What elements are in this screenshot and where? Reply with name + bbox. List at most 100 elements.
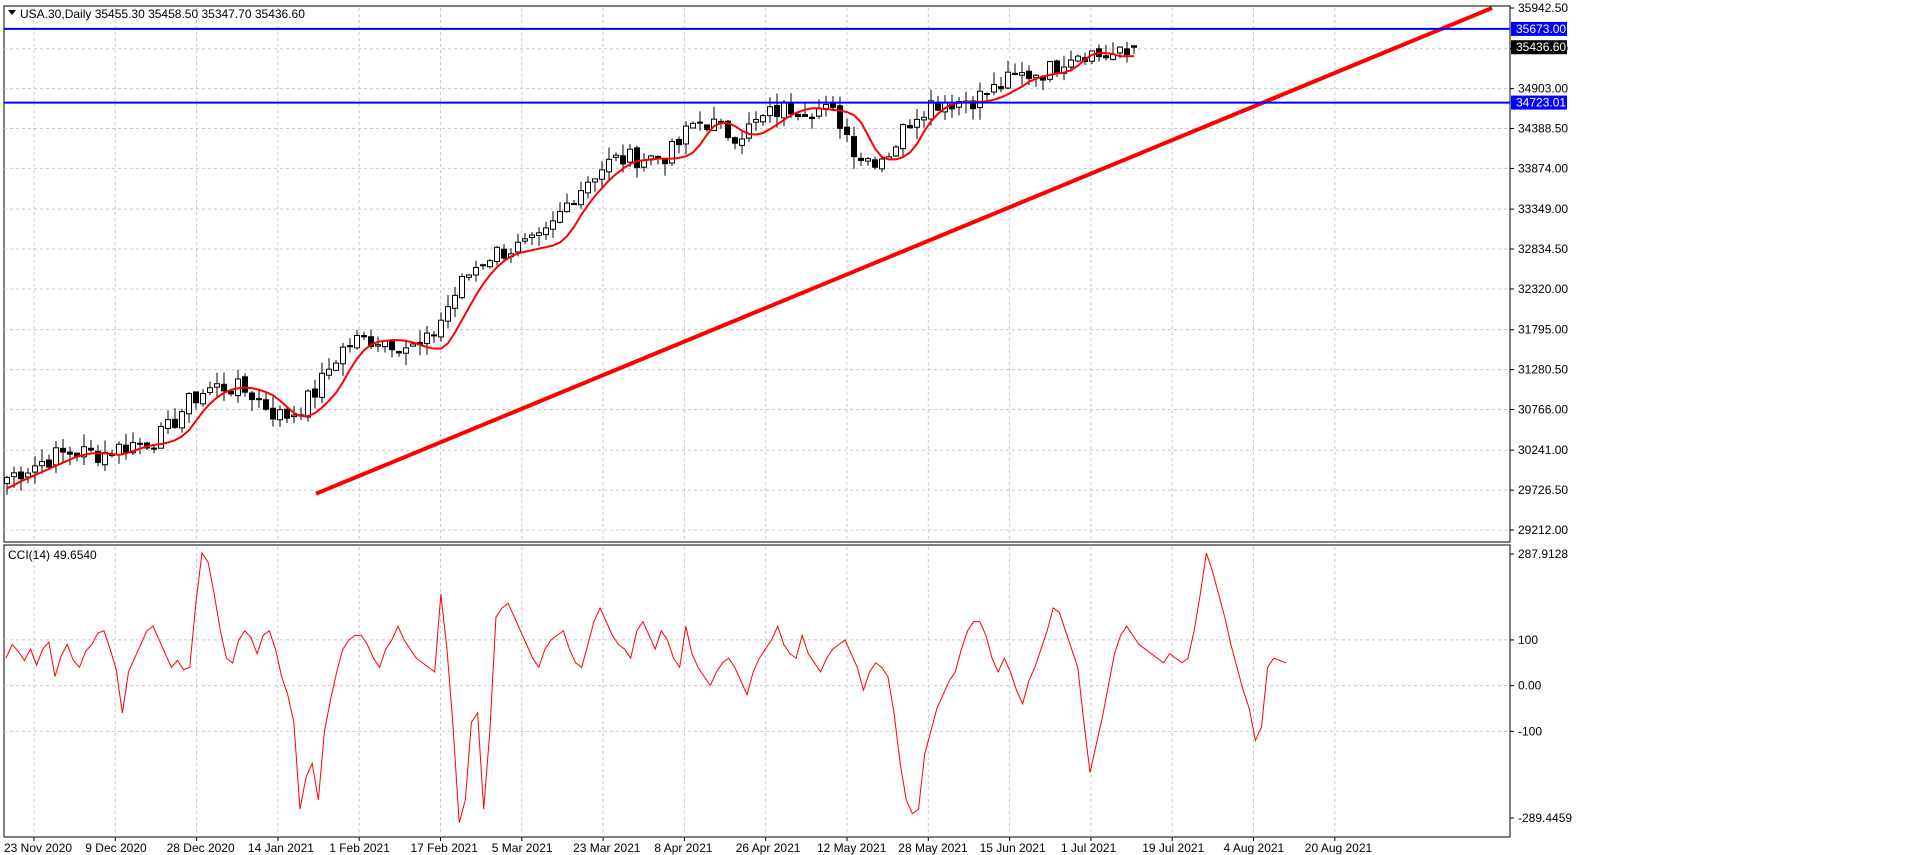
price-tick-label: 33874.00 xyxy=(1518,161,1568,175)
candle-body xyxy=(613,154,619,158)
candle-body xyxy=(410,343,416,347)
candle-body xyxy=(515,241,521,253)
price-tick-label: 31795.00 xyxy=(1518,323,1568,337)
candle-body xyxy=(739,138,745,146)
candle-body xyxy=(606,158,612,173)
candle-body xyxy=(1012,72,1018,75)
price-tick-label: 31280.50 xyxy=(1518,363,1568,377)
price-tick-label: 30766.00 xyxy=(1518,402,1568,416)
candle-body xyxy=(781,101,787,119)
candle-body xyxy=(67,451,73,455)
candle-body xyxy=(522,238,528,242)
candle-body xyxy=(494,246,500,262)
candle-body xyxy=(207,387,213,393)
candle-body xyxy=(550,220,556,230)
candle-body xyxy=(732,137,738,144)
price-tick-label: 29726.50 xyxy=(1518,483,1568,497)
chart-header: USA.30,Daily 35455.30 35458.50 35347.70 … xyxy=(20,7,305,21)
time-tick-label: 19 Jul 2021 xyxy=(1142,841,1204,855)
candle-body xyxy=(214,383,220,388)
candle-body xyxy=(984,93,990,96)
time-tick-label: 14 Jan 2021 xyxy=(248,841,314,855)
candle-body xyxy=(592,178,598,183)
candle-body xyxy=(88,447,94,451)
candle-body xyxy=(837,105,843,129)
time-tick-label: 20 Aug 2021 xyxy=(1305,841,1373,855)
price-tick-label: 30241.00 xyxy=(1518,443,1568,457)
candle-body xyxy=(284,408,290,419)
candle-body xyxy=(1026,70,1032,80)
candle-body xyxy=(333,362,339,371)
candle-body xyxy=(263,399,269,410)
candle-body xyxy=(1054,60,1060,74)
time-tick-label: 28 May 2021 xyxy=(898,841,968,855)
candle-body xyxy=(921,116,927,121)
cci-tick-label: -100 xyxy=(1518,724,1542,738)
horizontal-lines xyxy=(4,27,1510,104)
candle-body xyxy=(683,125,689,145)
candle-body xyxy=(536,232,542,236)
candle-body xyxy=(95,450,101,463)
candle-body xyxy=(438,319,444,338)
candle-body xyxy=(123,444,129,453)
candle-body xyxy=(396,351,402,354)
candle-body xyxy=(46,459,52,468)
candle-body xyxy=(473,266,479,276)
candle-body xyxy=(1124,48,1130,56)
time-tick-label: 1 Jul 2021 xyxy=(1061,841,1117,855)
candle-body xyxy=(1068,59,1074,68)
candle-body xyxy=(557,210,563,223)
candle-body xyxy=(802,114,808,117)
candle-body xyxy=(270,407,276,420)
candle-body xyxy=(753,119,759,123)
candle-body xyxy=(914,118,920,128)
candle-body xyxy=(697,121,703,124)
moving-average-line xyxy=(6,52,1134,490)
candle-body xyxy=(774,105,780,118)
price-tick-label: 32320.00 xyxy=(1518,282,1568,296)
candle-body xyxy=(389,340,395,351)
price-label-box xyxy=(1511,21,1567,36)
candle-body xyxy=(578,190,584,206)
candle-body xyxy=(690,122,696,129)
candle-body xyxy=(627,148,633,163)
candle-body xyxy=(403,347,409,354)
candle-body xyxy=(158,425,164,449)
candle-body xyxy=(851,136,857,158)
candle-body xyxy=(242,376,248,393)
candle-body xyxy=(179,411,185,429)
price-label-box xyxy=(1511,40,1567,55)
candle-body xyxy=(1005,71,1011,89)
candle-body xyxy=(669,141,675,164)
time-tick-label: 8 Apr 2021 xyxy=(654,841,712,855)
candle-body xyxy=(928,100,934,120)
price-tick-label: 34903.00 xyxy=(1518,82,1568,96)
candle-body xyxy=(39,461,45,467)
candle-body xyxy=(571,203,577,206)
time-tick-label: 12 May 2021 xyxy=(817,841,887,855)
price-tick-label: 35942.50 xyxy=(1518,1,1568,15)
cci-axis: 287.9128 100 0.00 -100 -289.4459 xyxy=(1510,547,1572,825)
time-tick-label: 15 Jun 2021 xyxy=(980,841,1046,855)
candle-body xyxy=(725,120,731,139)
candle-body xyxy=(501,248,507,259)
candle-body xyxy=(221,383,227,392)
cci-tick-label: 287.9128 xyxy=(1518,547,1568,561)
dropdown-triangle-icon[interactable] xyxy=(8,10,16,15)
candle-body xyxy=(326,368,332,376)
candle-body xyxy=(165,419,171,429)
candle-body xyxy=(634,147,640,169)
time-tick-label: 17 Feb 2021 xyxy=(411,841,479,855)
candle-body xyxy=(347,345,353,348)
candle-body xyxy=(900,124,906,150)
cci-tick-label: 0.00 xyxy=(1518,679,1542,693)
candle-body xyxy=(305,390,311,418)
candle-body xyxy=(200,392,206,405)
price-label-text: 34723.01 xyxy=(1516,96,1566,110)
candle-body xyxy=(865,158,871,162)
candle-body xyxy=(60,447,66,453)
candle-body xyxy=(186,393,192,415)
time-tick-label: 23 Mar 2021 xyxy=(573,841,641,855)
price-label-box xyxy=(1511,95,1567,110)
main-grid xyxy=(4,8,1510,542)
